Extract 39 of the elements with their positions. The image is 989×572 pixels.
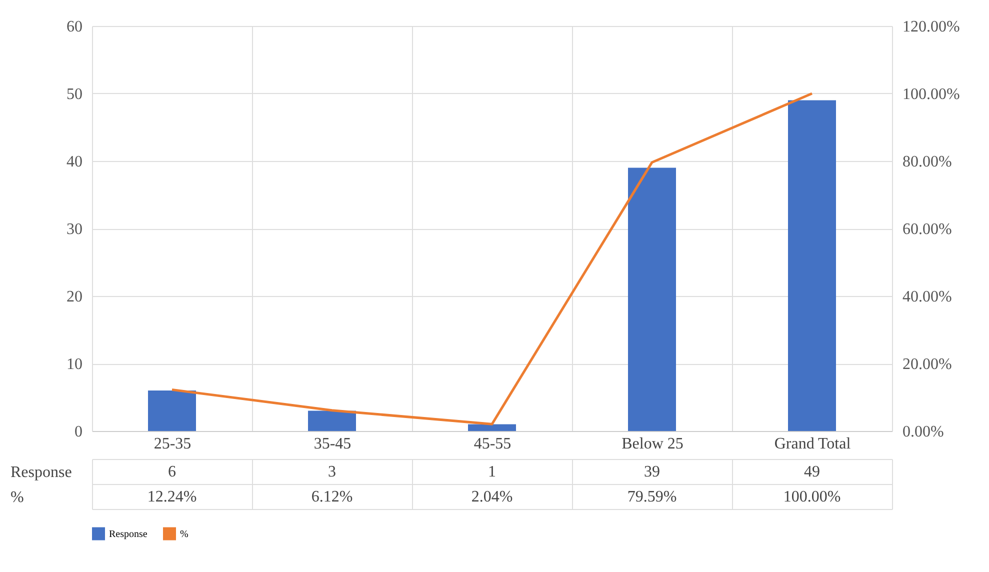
y2-tick-label: 120.00% bbox=[902, 18, 960, 36]
y2-tick-label: 60.00% bbox=[902, 221, 952, 238]
bar bbox=[468, 424, 516, 431]
bar bbox=[788, 100, 836, 431]
data-label: 39 bbox=[644, 464, 660, 480]
y2-tick-label: 80.00% bbox=[902, 154, 952, 170]
x-tick-label: Grand Total bbox=[774, 436, 852, 452]
bar bbox=[308, 410, 356, 431]
y2-tick-label: 100.00% bbox=[902, 86, 960, 103]
bar bbox=[628, 168, 676, 431]
data-label: 100.00% bbox=[783, 488, 841, 506]
x-tick-label: 25-35 bbox=[154, 436, 192, 452]
y2-tick-label: 0.00% bbox=[902, 424, 944, 440]
x-tick-label: Below 25 bbox=[622, 436, 684, 452]
text: % bbox=[10, 489, 24, 506]
line-series bbox=[170, 92, 814, 426]
y2-tick-label: 20.00% bbox=[902, 356, 952, 373]
data-label: 6.12% bbox=[311, 488, 353, 506]
data-label: 79.59% bbox=[627, 488, 677, 506]
y-tick-label: 40 bbox=[66, 154, 82, 170]
y-tick-label: 20 bbox=[66, 288, 82, 306]
y-tick-label: 50 bbox=[66, 86, 82, 103]
data-label: 2.04% bbox=[471, 488, 513, 506]
y-tick-label: 60 bbox=[66, 18, 82, 36]
data-label: 3 bbox=[328, 464, 336, 480]
y-tick-label: 0 bbox=[74, 424, 82, 440]
y2-tick-label: 40.00% bbox=[902, 288, 952, 306]
data-label: 12.24% bbox=[147, 488, 197, 506]
x-tick-label: 45-55 bbox=[474, 436, 512, 452]
data-label: 49 bbox=[804, 464, 820, 480]
legend-label: % bbox=[180, 528, 188, 540]
legend-label: Response bbox=[109, 528, 148, 540]
data-label: 1 bbox=[488, 464, 496, 480]
bar bbox=[148, 390, 196, 431]
text: Response bbox=[10, 464, 72, 481]
y-tick-label: 30 bbox=[66, 221, 82, 238]
y-tick-label: 10 bbox=[66, 356, 82, 373]
data-label: 6 bbox=[168, 464, 176, 480]
x-tick-label: 35-45 bbox=[314, 436, 352, 452]
